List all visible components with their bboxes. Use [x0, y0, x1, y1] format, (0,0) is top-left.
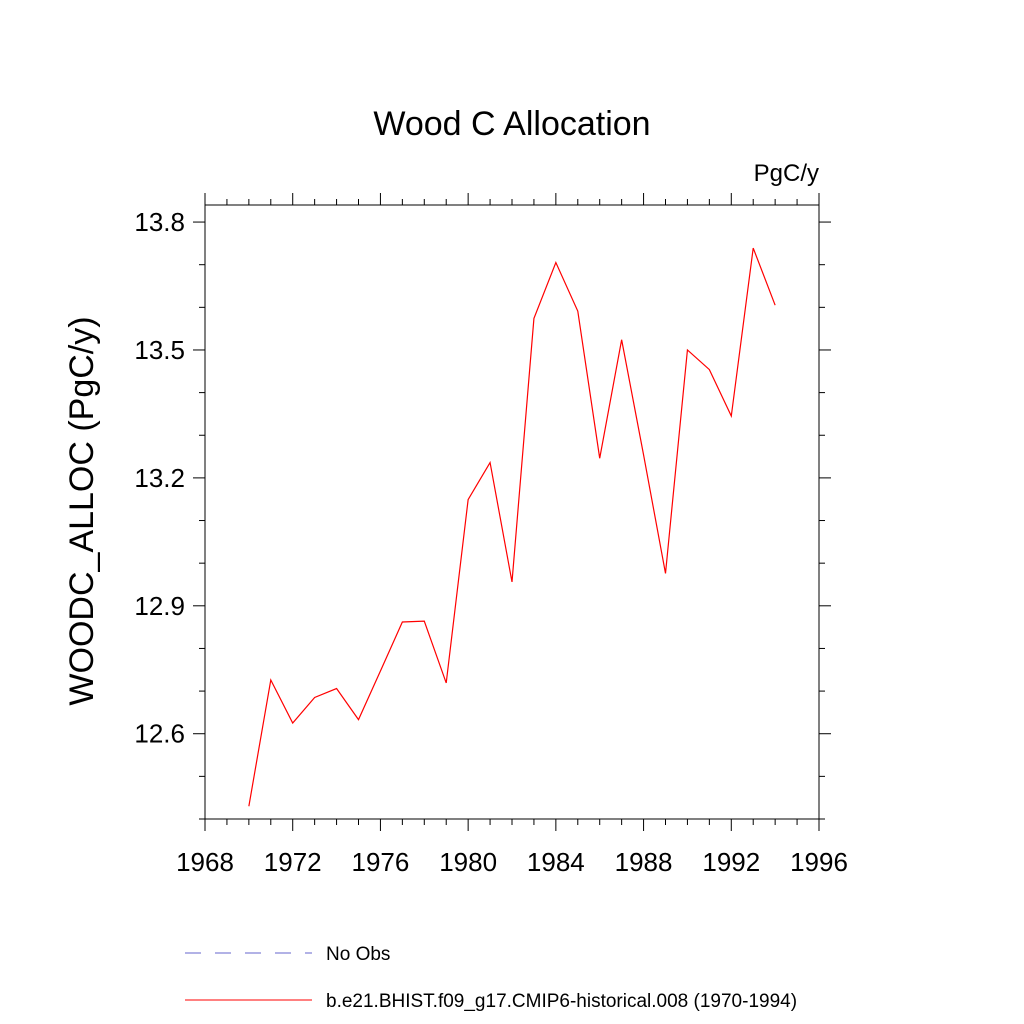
x-tick-labels: 1968 1972 1976 1980 1984 1988 1992 1996 [176, 847, 848, 877]
y-tick-labels: 12.6 12.9 13.2 13.5 13.8 [134, 207, 185, 749]
y-tick-label: 13.2 [134, 463, 185, 493]
x-tick-label: 1972 [264, 847, 322, 877]
x-tick-label: 1988 [615, 847, 673, 877]
x-tick-label: 1996 [790, 847, 848, 877]
y-tick-label: 12.6 [134, 719, 185, 749]
legend: No Obs b.e21.BHIST.f09_g17.CMIP6-historic… [185, 944, 797, 1012]
x-tick-label: 1984 [527, 847, 585, 877]
axis-ticks [193, 193, 831, 831]
units-label: PgC/y [754, 160, 819, 187]
chart-title: Wood C Allocation [373, 105, 650, 143]
x-tick-label: 1976 [352, 847, 410, 877]
x-tick-label: 1968 [176, 847, 234, 877]
series-layer [248, 247, 776, 807]
legend-label: b.e21.BHIST.f09_g17.CMIP6-historical.008… [326, 991, 797, 1012]
y-tick-label: 13.8 [134, 207, 185, 237]
legend-label: No Obs [326, 944, 390, 965]
y-axis-label: WOODC_ALLOC (PgC/y) [63, 316, 101, 705]
x-tick-label: 1980 [439, 847, 497, 877]
plot-frame [204, 204, 820, 820]
y-tick-label: 13.5 [134, 335, 185, 365]
x-tick-label: 1992 [702, 847, 760, 877]
y-tick-label: 12.9 [134, 591, 185, 621]
series-line [248, 247, 776, 807]
